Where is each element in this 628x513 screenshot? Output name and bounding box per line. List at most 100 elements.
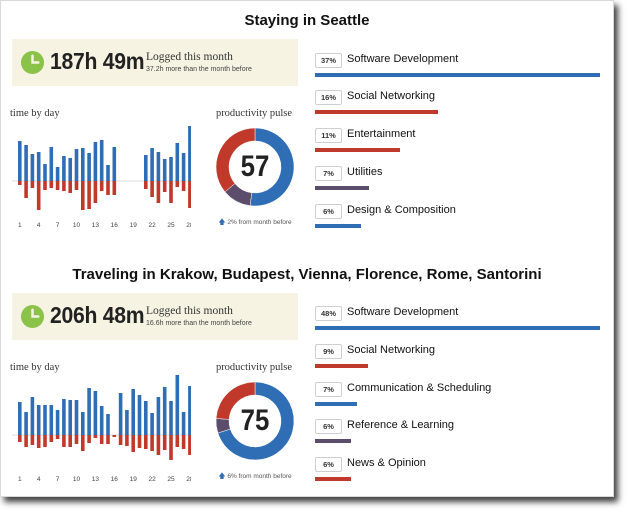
category-row[interactable]: 6% Design & Composition [315,204,605,240]
day-bar-up [175,143,180,181]
day-bar-up [24,145,28,181]
day-bar-down [131,435,135,452]
day-bar-down [81,435,85,451]
day-bar-up [30,154,35,181]
day-bar-up [99,140,104,181]
day-bar-down [156,181,161,203]
category-bar [315,224,362,228]
donut-segment [215,381,256,420]
category-percent: 7% [315,166,342,181]
category-name: Design & Composition [347,204,456,216]
day-bar-down [188,435,191,455]
day-bar-down [62,435,66,447]
time-by-day-label: time by day [10,362,60,373]
day-tick-label: 28 [186,476,191,483]
day-bar-up [106,414,110,435]
day-bar-up [18,141,22,181]
day-bar-down [18,435,22,442]
donut-center [229,141,281,193]
category-row[interactable]: 9% Social Networking [315,344,605,380]
day-bar-up [181,412,186,435]
section-seattle: Staying in Seattle 187h 49m Logged this … [1,1,613,241]
day-bar-down [62,181,66,191]
day-bar-up [106,165,110,181]
day-bar-up [49,405,54,435]
day-bar-up [68,158,72,181]
day-bar-up [162,159,167,181]
category-percent: 11% [315,128,342,143]
day-tick-label: 19 [130,222,138,229]
logged-time-box: 206h 48m Logged this month 16.6h more th… [12,293,298,340]
logged-hours: 206h 48m [50,302,145,328]
day-bar-up [55,410,60,435]
day-bar-down [87,181,91,209]
time-by-day-label: time by day [10,108,60,119]
day-bar-down [137,435,142,448]
logged-hours: 187h 49m [50,48,145,74]
day-bar-down [175,181,180,187]
donut-segment [215,127,256,193]
day-bar-up [131,389,135,435]
day-bar-up [156,152,161,181]
category-row[interactable]: 7% Utilities [315,166,605,202]
category-percent: 6% [315,204,342,219]
day-bar-down [169,181,173,203]
category-bar [315,73,600,77]
time-by-day-chart: 1 4 7 10 13 16 19 22 25 28 [12,126,191,229]
category-bar [315,110,439,114]
day-bar-up [169,401,173,435]
category-name: Software Development [347,53,459,65]
category-row[interactable]: 6% Reference & Learning [315,419,605,455]
category-percent: 37% [315,53,342,68]
section-traveling: Traveling in Krakow, Budapest, Vienna, F… [1,255,613,495]
logged-label: Logged this month [146,51,233,63]
day-bar-up [125,410,129,435]
day-tick-label: 13 [92,476,100,483]
day-bar-up [118,393,123,435]
day-tick-label: 25 [167,222,175,229]
category-row[interactable]: 7% Communication & Scheduling [315,382,605,418]
category-row[interactable]: 6% News & Opinion [315,457,605,493]
day-bar-down [150,435,154,451]
day-tick-label: 10 [73,476,81,483]
day-bar-down [99,435,104,444]
category-percent: 6% [315,457,342,472]
day-bar-down [18,181,22,185]
category-row[interactable]: 37% Software Development [315,53,605,89]
day-bar-down [162,435,167,450]
day-bar-up [36,405,41,435]
productivity-pulse-value: 75 [240,404,270,437]
day-bar-down [30,435,35,445]
category-percent: 6% [315,419,342,434]
day-tick-label: 16 [111,222,119,229]
day-bar-down [68,181,72,193]
day-bar-up [93,142,98,181]
day-bar-down [99,181,104,191]
day-bar-down [74,181,79,190]
category-name: Reference & Learning [347,419,455,431]
day-bar-up [87,153,91,181]
day-bar-down [181,181,186,191]
category-bar [315,326,600,330]
category-row[interactable]: 48% Software Development [315,306,605,342]
day-bar-up [30,397,35,435]
category-row[interactable]: 11% Entertainment [315,128,605,164]
clock-icon [20,304,45,329]
day-tick-label: 25 [167,476,175,483]
day-bar-up [18,402,22,435]
day-tick-label: 7 [56,476,60,483]
day-bar-down [93,435,98,438]
day-bar-down [49,435,54,442]
day-bar-up [188,386,191,435]
category-percent: 9% [315,344,342,359]
category-bar [315,186,369,190]
day-bar-down [181,435,186,449]
day-bar-down [169,435,173,460]
category-bar [315,148,400,152]
category-row[interactable]: 16% Social Networking [315,90,605,126]
day-bar-down [106,435,110,444]
category-percent: 48% [315,306,342,321]
day-bar-down [93,181,98,203]
day-bar-up [68,400,72,435]
day-bar-down [175,435,180,447]
